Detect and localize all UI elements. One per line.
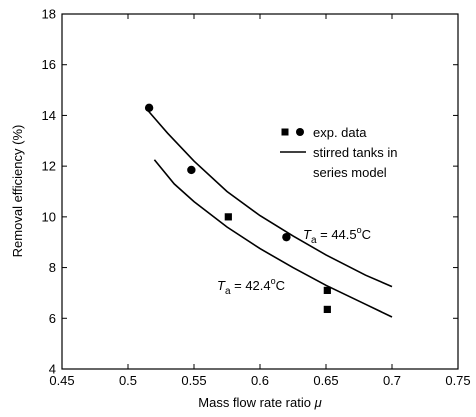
annotation-lower-curve: Ta = 42.4oC [217, 276, 285, 297]
plot-frame [61, 13, 459, 370]
y-tick-label: 16 [42, 57, 56, 72]
x-axis-title: Mass flow rate ratio μ [198, 395, 321, 410]
data-point-square [323, 305, 331, 314]
y-axis-title: Removal efficiency (%) [10, 125, 25, 258]
x-tick-label: 0.65 [313, 373, 338, 388]
x-tick-label: 0.45 [49, 373, 74, 388]
y-tick-label: 8 [49, 260, 56, 275]
annotation-upper-curve: Ta = 44.5oC [303, 225, 371, 246]
data-point-circle [144, 103, 154, 113]
x-tick-label: 0.7 [383, 373, 401, 388]
data-point-circle [282, 232, 291, 242]
y-tick-label: 6 [49, 311, 56, 326]
y-tick-label: 4 [49, 362, 56, 377]
legend-model-label-line1: stirred tanks in [313, 145, 398, 160]
y-tick-label: 12 [42, 159, 56, 174]
axis-ticks: 0.45 0.5 0.55 0.6 0.65 0.7 0.75 4 6 8 10 12 14 16 18 [42, 7, 471, 389]
y-tick-label: 18 [42, 7, 56, 22]
x-tick-label: 0.75 [445, 373, 470, 388]
legend-data-label: exp. data [313, 125, 367, 140]
model-curve-upper [147, 109, 393, 288]
y-tick-label: 10 [42, 209, 56, 224]
y-tick-label: 14 [42, 108, 56, 123]
legend: exp. data stirred tanks in series model [280, 125, 398, 180]
data-points [144, 103, 331, 314]
model-curves [147, 109, 393, 318]
legend-model-label-line2: series model [313, 165, 387, 180]
model-curve-lower [153, 159, 393, 318]
x-tick-label: 0.6 [251, 373, 269, 388]
data-point-square [224, 213, 232, 221]
data-point-square [323, 286, 331, 294]
data-point-circle [187, 165, 196, 175]
legend-square-marker [281, 128, 289, 136]
x-tick-label: 0.5 [119, 373, 137, 388]
legend-circle-marker [296, 128, 304, 136]
x-tick-label: 0.55 [181, 373, 206, 388]
